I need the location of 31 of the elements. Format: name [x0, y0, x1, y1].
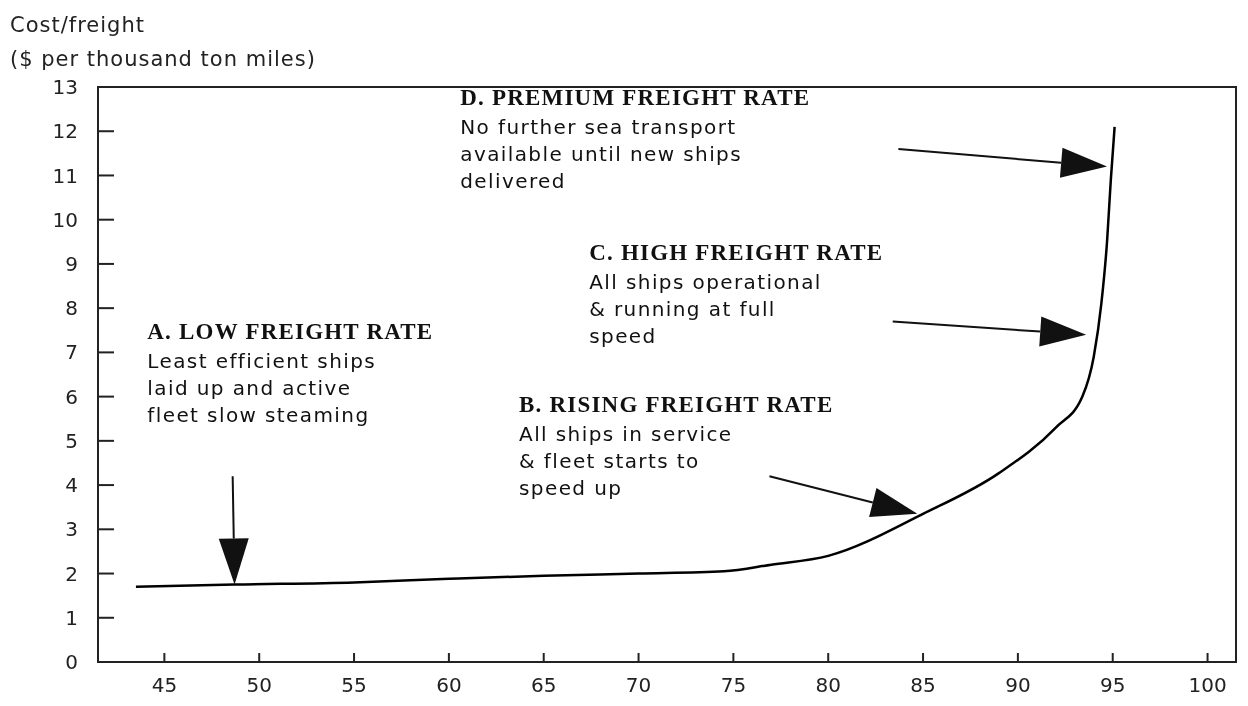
y-tick-label: 8	[65, 296, 78, 321]
x-tick-label: 85	[910, 673, 936, 698]
y-tick-label: 7	[65, 340, 78, 365]
annotation: C. HIGH FREIGHT RATE All ships operational & running at full speed	[589, 239, 884, 348]
x-tick-label: 75	[720, 673, 747, 698]
x-tick-label: 55	[341, 673, 367, 698]
annotation: D. PREMIUM FREIGHT RATE No further sea transport available until new ships delivered	[460, 84, 811, 193]
y-tick-label: 11	[52, 163, 78, 188]
y-tick-label: 10	[52, 207, 78, 232]
x-tick-label: 70	[625, 673, 652, 698]
y-tick-label: 1	[65, 605, 78, 630]
y-tick-label: 13	[52, 75, 78, 100]
y-tick-label: 4	[65, 473, 78, 498]
y-tick-label: 0	[65, 650, 78, 675]
y-axis-title: Cost/freight ($ per thousand ton miles)	[10, 12, 316, 73]
y-tick-label: 2	[65, 561, 78, 586]
x-tick-label: 90	[1005, 673, 1031, 698]
y-tick-label: 9	[65, 252, 78, 277]
x-tick-label: 100	[1188, 673, 1227, 698]
y-tick-label: 5	[65, 428, 78, 453]
y-tick-label: 12	[52, 119, 78, 144]
annotation: B. RISING FREIGHT RATE All ships in service & fleet starts to speed up	[519, 392, 834, 501]
x-tick-label: 95	[1099, 673, 1126, 698]
y-tick-label: 6	[65, 384, 78, 409]
annotation: A. LOW FREIGHT RATE Least efficient ships laid up and active fleet slow steaming	[147, 319, 434, 428]
x-tick-label: 60	[436, 673, 462, 698]
x-tick-label: 65	[530, 673, 557, 698]
x-tick-label: 80	[815, 673, 841, 698]
y-tick-label: 3	[65, 517, 78, 542]
x-tick-label: 45	[151, 673, 178, 698]
x-tick-label: 50	[246, 673, 272, 698]
